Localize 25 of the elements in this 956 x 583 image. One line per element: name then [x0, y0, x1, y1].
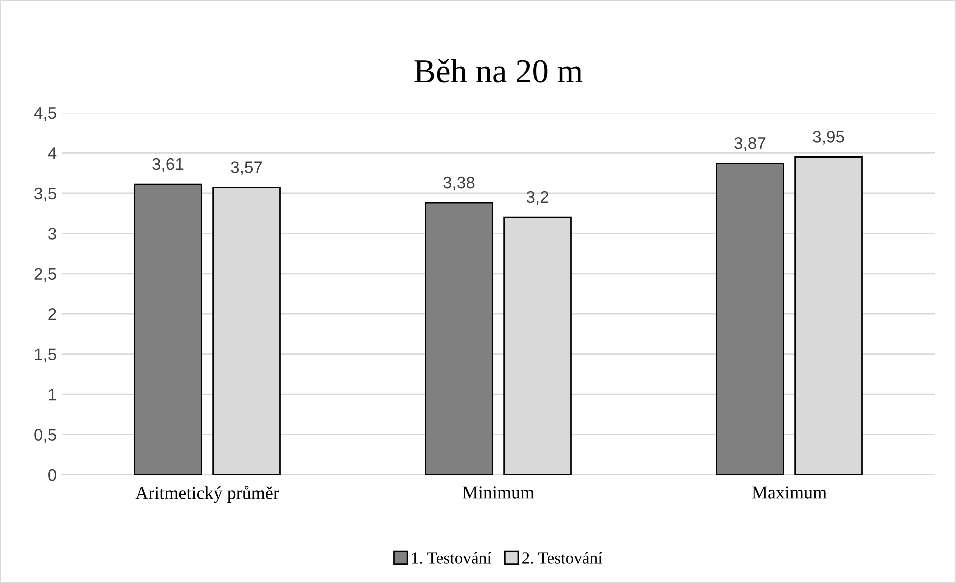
y-tick-label: 1,5 — [35, 348, 56, 363]
y-tick-label: 2 — [48, 308, 56, 320]
y-tick-label: 3 — [48, 228, 56, 240]
data-label: 3,2 — [526, 191, 549, 206]
y-tick-label: 1 — [49, 389, 56, 401]
y-tick-label: 0,5 — [34, 429, 56, 443]
y-tick-label: 4,5 — [34, 108, 56, 122]
bar — [134, 184, 202, 475]
bar — [425, 202, 494, 475]
chart-title: Běh na 20 m — [414, 59, 583, 83]
y-tick-label: 2,5 — [34, 268, 56, 282]
y-tick-label: 0 — [48, 469, 56, 482]
data-label: 3,87 — [734, 137, 766, 152]
bar — [716, 162, 784, 475]
y-tick-label: 3,5 — [34, 188, 56, 202]
x-tick-label: Minimum — [462, 486, 534, 499]
data-label: 3,95 — [813, 131, 844, 145]
y-tick-label: 4 — [48, 148, 57, 160]
legend-label: 1. Testování — [412, 552, 492, 564]
data-label: 3,61 — [152, 158, 184, 172]
data-label: 3,57 — [231, 162, 262, 176]
x-tick-label: Maximum — [752, 486, 827, 499]
data-label: 3,38 — [444, 176, 475, 191]
legend-label: 2. Testování — [522, 552, 603, 564]
x-tick-label: Aritmetický průměr — [136, 486, 280, 504]
